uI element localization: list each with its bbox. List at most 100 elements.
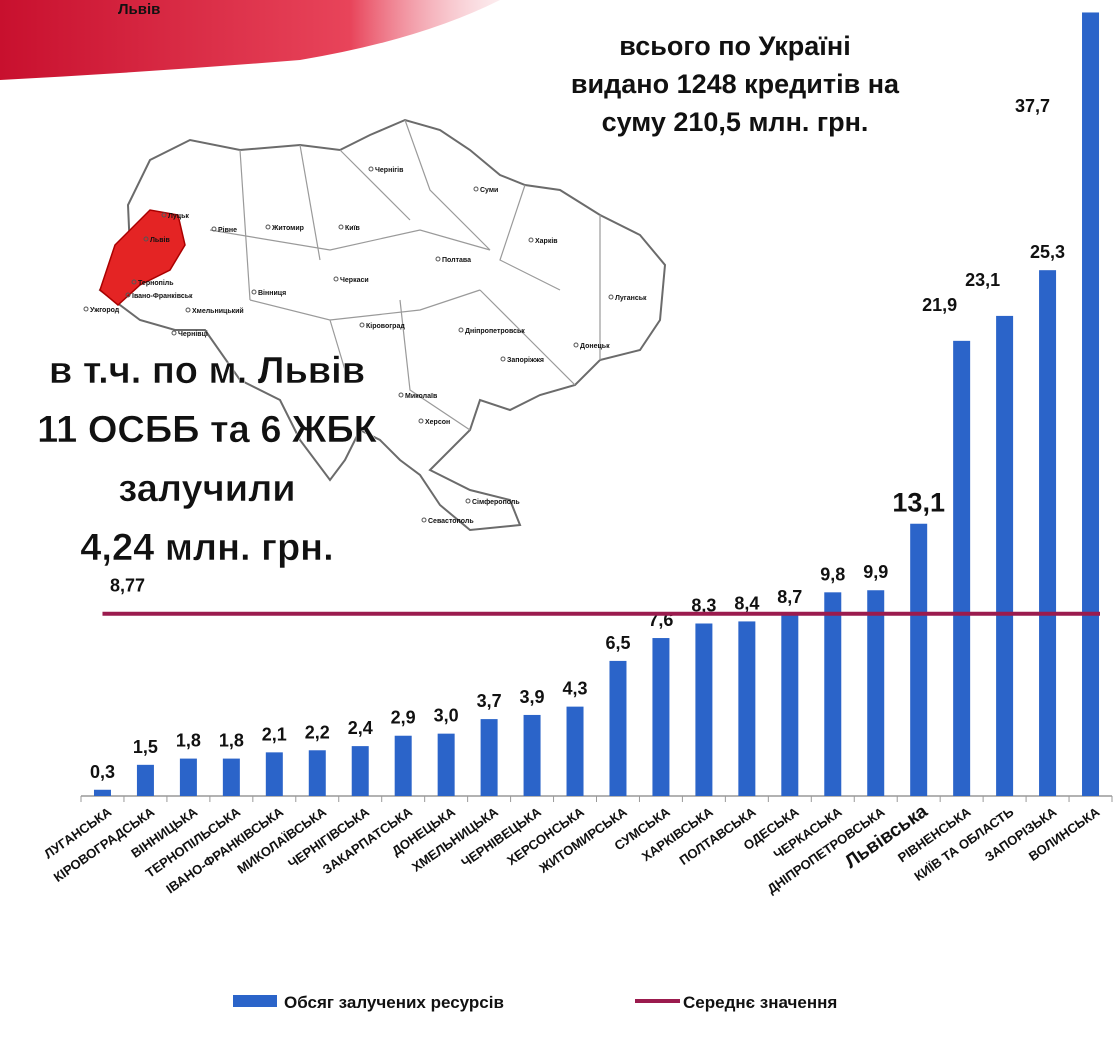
city-label: Чернівці	[178, 330, 208, 338]
city-dot	[500, 356, 506, 362]
value-label: 8,7	[777, 587, 802, 607]
bar	[265, 752, 283, 796]
city-label: Миколаїв	[405, 393, 438, 400]
value-label: 2,2	[305, 722, 330, 742]
annotation: видано 1248 кредитів на	[571, 69, 900, 99]
city-label: Київ	[345, 225, 361, 232]
city-label: Рівне	[218, 226, 237, 234]
city-label: Харків	[535, 237, 558, 245]
city-label: Львів	[150, 236, 170, 244]
city-label: Житомир	[271, 225, 304, 232]
bar	[1082, 12, 1100, 797]
bar	[652, 638, 670, 796]
bar	[308, 750, 326, 796]
city-dot	[435, 256, 441, 262]
city-dot	[398, 392, 404, 398]
value-label: 8,3	[691, 595, 716, 615]
city-label: Запоріжжя	[507, 356, 544, 364]
city-dot	[368, 166, 374, 172]
value-label: 3,9	[520, 687, 545, 707]
city-label: Донецьк	[580, 343, 610, 350]
legend-label: Середнє значення	[683, 993, 837, 1012]
annotation: всього по Україні	[619, 31, 850, 61]
map-lviv-region	[99, 209, 186, 306]
city-dot	[465, 498, 471, 504]
city-label: Черкаси	[340, 277, 369, 284]
bar	[910, 523, 928, 796]
value-label: 23,1	[965, 270, 1000, 290]
banner	[0, 0, 500, 80]
city-label: Полтава	[442, 257, 471, 264]
city-dot	[131, 279, 137, 285]
city-dot	[83, 306, 89, 312]
city-dot	[185, 307, 191, 313]
city-dot	[251, 289, 257, 295]
value-label: 1,8	[219, 731, 244, 751]
bar	[695, 623, 713, 796]
city-label: Суми	[480, 187, 498, 194]
city-dot	[265, 224, 271, 230]
legend-label: Обсяг залучених ресурсів	[284, 993, 504, 1012]
city-dot	[333, 276, 339, 282]
city-dot	[421, 517, 427, 523]
city-dot	[473, 186, 479, 192]
annotation: в т.ч. по м. Львів	[49, 350, 365, 392]
city-label: Сімферополь	[472, 498, 520, 506]
city-dot	[608, 294, 614, 300]
map-borders	[209, 119, 601, 431]
value-label: 1,8	[176, 731, 201, 751]
value-label: 1,5	[133, 737, 158, 757]
value-label: 3,7	[477, 691, 502, 711]
value-label: 9,8	[820, 564, 845, 584]
bar	[351, 746, 369, 796]
city-label: Херсон	[425, 419, 450, 426]
city-label: Кіровоград	[366, 322, 405, 330]
map: Чернігів Суми Луцьк Рівне Житомир Київ Харків Л…	[83, 118, 667, 532]
value-label: 2,1	[262, 724, 287, 744]
map-outline	[98, 118, 667, 532]
value-label: 9,9	[863, 562, 888, 582]
city-label: Ужгород	[90, 307, 120, 314]
city-label: Луганськ	[615, 295, 647, 302]
annotation: суму 210,5 млн. грн.	[602, 107, 869, 137]
bar	[523, 714, 541, 796]
city-label: Тернопіль	[138, 279, 174, 287]
city-dot	[458, 327, 464, 333]
mean-label: 8,77	[110, 576, 145, 596]
value-label: 4,3	[563, 679, 588, 699]
bar	[437, 733, 455, 796]
bar	[179, 758, 197, 796]
bar	[867, 590, 885, 796]
value-label: 21,9	[922, 295, 957, 315]
bar	[738, 621, 756, 796]
annotation: залучили	[118, 468, 295, 510]
value-label: 2,9	[391, 708, 416, 728]
bar	[136, 764, 154, 796]
value-label: 8,4	[734, 593, 759, 613]
bar	[394, 735, 412, 796]
city-dot	[573, 342, 579, 348]
bar	[222, 758, 240, 796]
value-label: 37,7	[1015, 96, 1050, 116]
value-label: 0,3	[90, 762, 115, 782]
bar	[480, 719, 498, 796]
city-label: Луцьк	[168, 213, 189, 220]
city-label: Дніпропетровськ	[465, 327, 525, 335]
banner-text: Львів	[118, 1, 160, 18]
city-label: Хмельницький	[192, 307, 244, 315]
city-dot	[338, 224, 344, 230]
city-dot	[528, 237, 534, 243]
bar	[93, 789, 111, 796]
bar	[953, 340, 971, 796]
bar	[609, 660, 627, 796]
legend-swatch	[233, 995, 277, 1007]
value-label: 2,4	[348, 718, 373, 738]
city-dot	[143, 236, 149, 242]
value-label: 25,3	[1030, 242, 1065, 262]
city-label: Вінниця	[258, 289, 286, 297]
bar	[824, 592, 842, 796]
city-dot	[418, 418, 424, 424]
bar	[996, 315, 1014, 796]
